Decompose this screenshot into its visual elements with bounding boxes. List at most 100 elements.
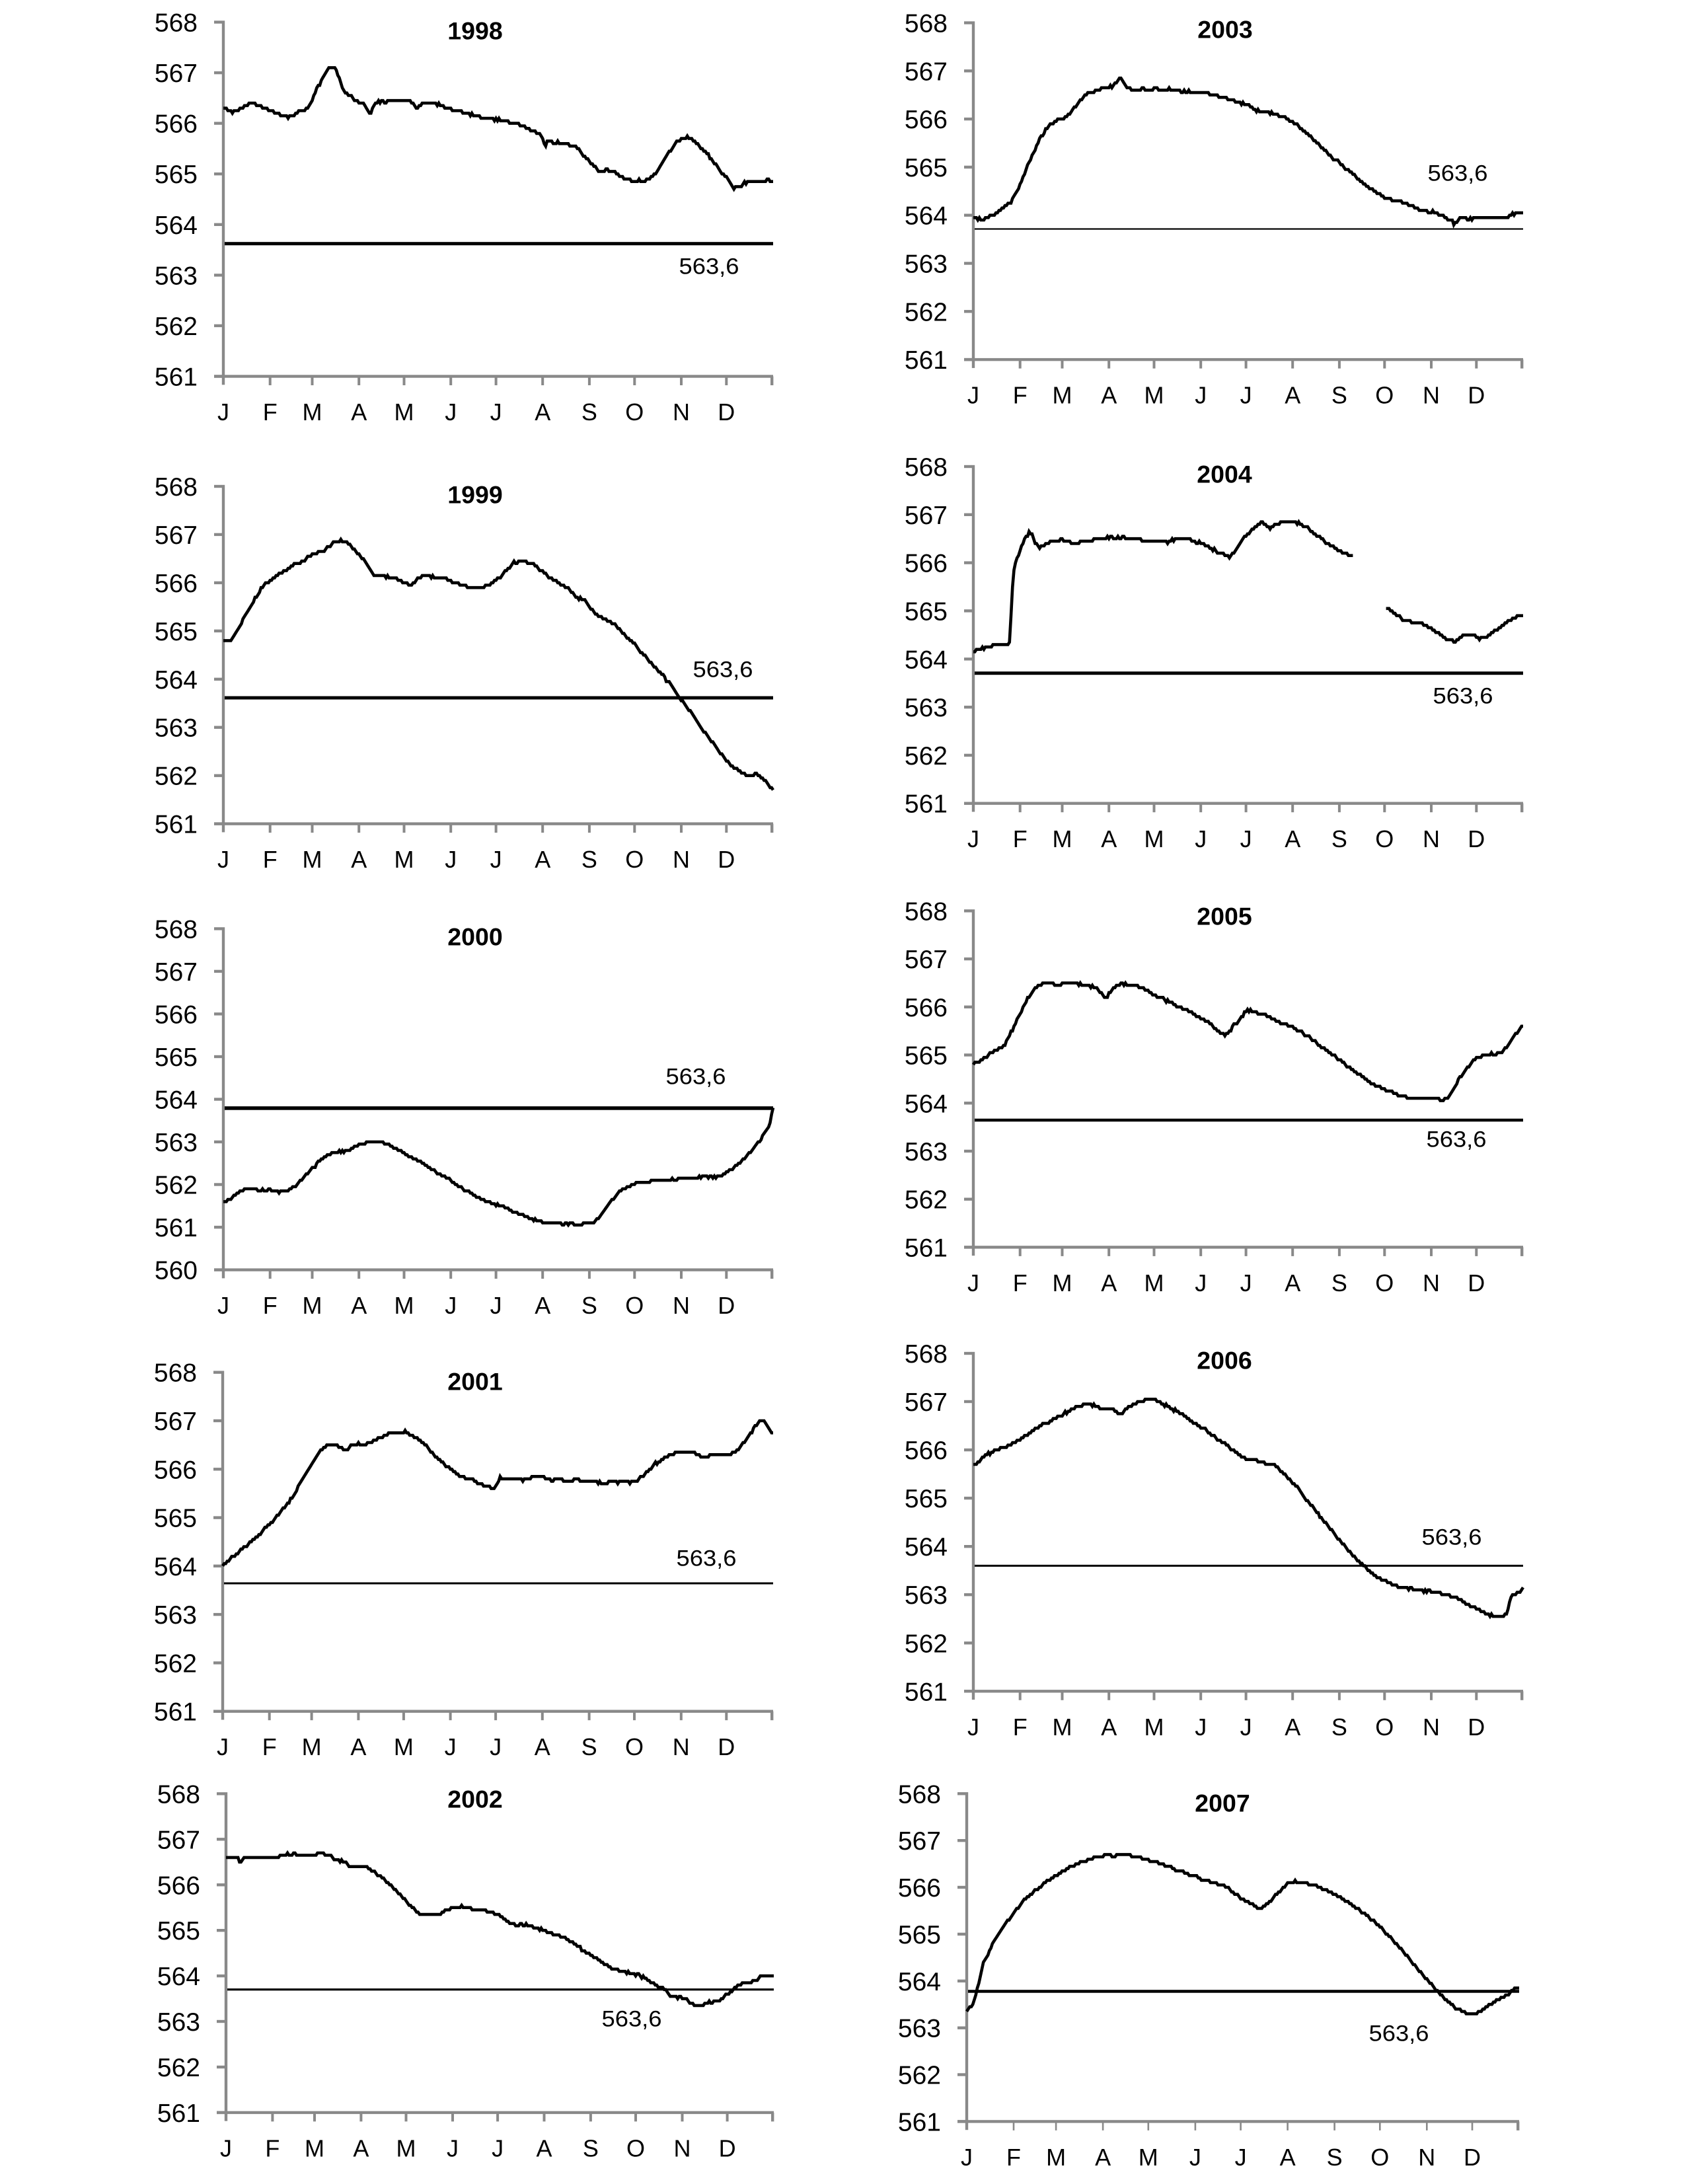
svg-text:J: J <box>1195 1713 1207 1741</box>
svg-text:562: 562 <box>155 1172 198 1200</box>
svg-text:O: O <box>1375 1269 1394 1297</box>
svg-text:N: N <box>673 846 690 873</box>
svg-text:563,6: 563,6 <box>602 2006 662 2031</box>
svg-text:S: S <box>583 2134 599 2162</box>
svg-text:563: 563 <box>905 250 948 279</box>
svg-text:561: 561 <box>898 2108 941 2136</box>
svg-text:562: 562 <box>905 1630 948 1658</box>
svg-text:560: 560 <box>155 1257 198 1285</box>
svg-text:O: O <box>625 1292 644 1319</box>
svg-text:A: A <box>535 846 550 873</box>
svg-text:J: J <box>490 846 502 873</box>
svg-text:M: M <box>394 398 414 426</box>
svg-text:562: 562 <box>905 1186 948 1215</box>
svg-text:563: 563 <box>154 1601 197 1630</box>
svg-text:567: 567 <box>155 59 198 88</box>
svg-text:S: S <box>1331 1269 1347 1297</box>
svg-text:F: F <box>1013 1269 1028 1297</box>
svg-text:O: O <box>626 2134 645 2162</box>
svg-text:S: S <box>581 846 597 873</box>
svg-text:S: S <box>1331 1713 1347 1741</box>
svg-text:M: M <box>303 398 322 426</box>
svg-text:2004: 2004 <box>1197 460 1252 488</box>
svg-text:568: 568 <box>155 473 198 502</box>
svg-text:566: 566 <box>155 570 198 598</box>
svg-text:F: F <box>265 2134 280 2162</box>
svg-text:A: A <box>1095 2144 1111 2171</box>
svg-text:563: 563 <box>155 262 198 290</box>
svg-text:M: M <box>1053 1269 1072 1297</box>
svg-text:567: 567 <box>905 946 948 974</box>
svg-text:J: J <box>1240 382 1252 409</box>
svg-text:563,6: 563,6 <box>1433 683 1493 708</box>
svg-text:562: 562 <box>157 2054 200 2082</box>
svg-text:M: M <box>1144 1269 1164 1297</box>
svg-text:N: N <box>673 1733 690 1760</box>
svg-text:D: D <box>718 1292 735 1319</box>
svg-text:D: D <box>1468 825 1485 852</box>
svg-text:562: 562 <box>905 298 948 326</box>
svg-text:563,6: 563,6 <box>1428 161 1488 186</box>
svg-text:568: 568 <box>155 915 198 944</box>
svg-text:2005: 2005 <box>1197 902 1252 930</box>
svg-text:M: M <box>1144 825 1164 852</box>
svg-text:O: O <box>1375 1713 1394 1741</box>
svg-text:J: J <box>490 398 502 426</box>
svg-text:566: 566 <box>157 1871 200 1900</box>
svg-text:J: J <box>490 1292 502 1319</box>
svg-text:J: J <box>447 2134 459 2162</box>
svg-text:2003: 2003 <box>1197 15 1252 43</box>
svg-text:568: 568 <box>905 897 948 926</box>
svg-text:568: 568 <box>157 1780 200 1809</box>
svg-text:A: A <box>1101 382 1117 409</box>
svg-text:D: D <box>1468 1713 1485 1741</box>
svg-text:J: J <box>1195 825 1207 852</box>
svg-text:A: A <box>1285 825 1300 852</box>
svg-text:561: 561 <box>157 2099 200 2128</box>
svg-text:568: 568 <box>905 10 948 38</box>
svg-text:O: O <box>1370 2144 1389 2171</box>
svg-text:563,6: 563,6 <box>679 254 739 279</box>
svg-text:562: 562 <box>155 763 198 791</box>
svg-text:567: 567 <box>155 958 198 987</box>
svg-text:A: A <box>1101 1713 1117 1741</box>
svg-text:O: O <box>625 398 644 426</box>
svg-text:N: N <box>1423 1713 1440 1741</box>
svg-text:J: J <box>1235 2144 1247 2171</box>
svg-text:564: 564 <box>905 1090 948 1118</box>
svg-text:564: 564 <box>154 1553 197 1581</box>
svg-text:567: 567 <box>154 1408 197 1436</box>
svg-text:565: 565 <box>155 1043 198 1072</box>
svg-text:M: M <box>305 2134 324 2162</box>
svg-text:564: 564 <box>898 1968 941 1996</box>
svg-text:O: O <box>625 1733 644 1760</box>
svg-text:S: S <box>1331 825 1347 852</box>
svg-text:N: N <box>1423 1269 1440 1297</box>
svg-text:565: 565 <box>157 1917 200 1945</box>
svg-text:F: F <box>1013 825 1028 852</box>
svg-text:A: A <box>1285 1269 1300 1297</box>
svg-text:M: M <box>1144 382 1164 409</box>
svg-text:568: 568 <box>154 1359 197 1388</box>
svg-text:J: J <box>1240 1269 1252 1297</box>
svg-text:M: M <box>1053 1713 1072 1741</box>
svg-text:564: 564 <box>905 1533 948 1562</box>
svg-text:567: 567 <box>157 1826 200 1854</box>
svg-text:D: D <box>718 846 735 873</box>
svg-text:2006: 2006 <box>1197 1346 1252 1374</box>
svg-text:566: 566 <box>898 1874 941 1902</box>
svg-text:S: S <box>581 1292 597 1319</box>
svg-text:2007: 2007 <box>1195 1789 1250 1817</box>
svg-text:567: 567 <box>155 521 198 550</box>
svg-text:M: M <box>1053 382 1072 409</box>
svg-text:562: 562 <box>155 313 198 341</box>
svg-text:2002: 2002 <box>447 1785 502 1813</box>
svg-text:A: A <box>350 1733 366 1760</box>
svg-text:566: 566 <box>155 110 198 139</box>
svg-text:A: A <box>1101 1269 1117 1297</box>
svg-text:M: M <box>303 1292 322 1319</box>
svg-text:J: J <box>217 398 229 426</box>
svg-text:562: 562 <box>905 742 948 771</box>
svg-text:567: 567 <box>905 502 948 530</box>
svg-text:563: 563 <box>155 1129 198 1157</box>
